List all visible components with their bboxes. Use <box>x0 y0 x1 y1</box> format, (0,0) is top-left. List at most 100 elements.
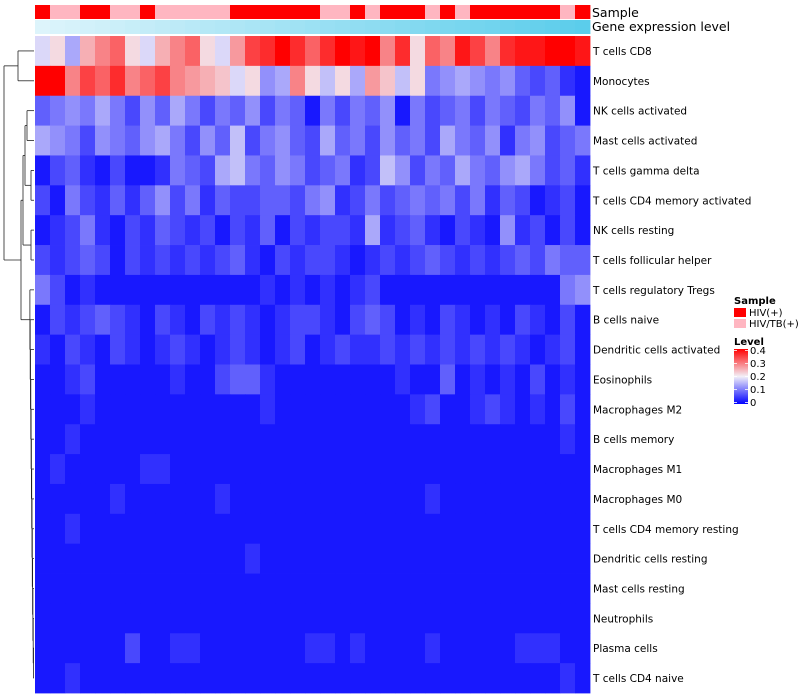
heatmap-cell <box>185 185 201 216</box>
row-label: T cells follicular helper <box>592 255 712 267</box>
heatmap-cell <box>80 394 96 425</box>
heatmap-cell <box>140 95 156 126</box>
heatmap-cell <box>200 274 216 306</box>
heatmap-cell <box>410 603 426 634</box>
sample-annotation-cell <box>410 5 426 19</box>
gene-expression-cell <box>560 20 576 34</box>
heatmap-cell <box>275 454 291 485</box>
heatmap-cell <box>560 155 576 186</box>
heatmap-cell <box>365 65 381 97</box>
heatmap-cell <box>530 95 546 126</box>
heatmap-cell <box>470 454 486 485</box>
heatmap-cell <box>245 155 261 186</box>
heatmap-cell <box>65 573 81 604</box>
heatmap-cell <box>95 95 111 126</box>
heatmap-cell <box>140 274 156 306</box>
heatmap-cell <box>485 334 501 365</box>
heatmap-cell <box>155 394 171 425</box>
row-label: Eosinophils <box>593 374 652 386</box>
heatmap-cell <box>335 513 351 545</box>
heatmap-cell <box>35 65 51 97</box>
heatmap-cell <box>290 603 306 634</box>
heatmap-cell <box>155 603 171 634</box>
heatmap-cell <box>125 65 141 97</box>
heatmap-cell <box>245 424 261 455</box>
heatmap-cell <box>440 185 456 216</box>
heatmap-cell <box>320 155 336 186</box>
heatmap-cell <box>380 543 396 574</box>
sample-annotation-cell <box>320 5 336 19</box>
heatmap-cell <box>455 454 471 485</box>
heatmap-cell <box>290 274 306 306</box>
heatmap-cell <box>80 65 96 97</box>
sample-annotation-cell <box>425 5 441 19</box>
heatmap-cell <box>350 304 366 336</box>
heatmap-cell <box>365 185 381 216</box>
heatmap-cell <box>560 215 576 246</box>
heatmap-cell <box>260 543 276 574</box>
heatmap-cell <box>455 513 471 545</box>
heatmap-cell <box>65 633 81 664</box>
heatmap-cell <box>575 95 591 126</box>
heatmap-cell <box>155 245 171 276</box>
heatmap-cell <box>455 334 471 365</box>
heatmap-cell <box>410 215 426 246</box>
gene-expression-cell <box>290 20 306 34</box>
heatmap-cell <box>110 424 126 455</box>
heatmap-cell <box>320 245 336 276</box>
heatmap-cell <box>200 573 216 604</box>
heatmap-cell <box>425 364 441 395</box>
heatmap-cell <box>185 245 201 276</box>
heatmap-cell <box>470 304 486 336</box>
heatmap-cell <box>305 603 321 634</box>
gene-expression-cell <box>365 20 381 34</box>
heatmap-cell <box>425 513 441 545</box>
heatmap-cell <box>560 274 576 306</box>
heatmap-cell <box>155 65 171 97</box>
row-label: Dendritic cells resting <box>593 554 708 566</box>
heatmap-cell <box>275 95 291 126</box>
heatmap-cell <box>215 394 231 425</box>
heatmap-cell <box>275 633 291 664</box>
heatmap-cell <box>155 663 171 694</box>
heatmap-cell <box>95 155 111 186</box>
heatmap-cell <box>515 334 531 365</box>
heatmap-cell <box>275 185 291 216</box>
heatmap-cell <box>515 663 531 694</box>
heatmap-cell <box>365 95 381 126</box>
heatmap-cell <box>110 334 126 365</box>
heatmap-cell <box>470 95 486 126</box>
heatmap-cell <box>380 245 396 276</box>
heatmap-cell <box>50 274 66 306</box>
heatmap-cell <box>170 304 186 336</box>
heatmap-cell <box>125 125 141 156</box>
heatmap-cell <box>125 573 141 604</box>
heatmap-cell <box>185 483 201 515</box>
heatmap-cell <box>230 663 246 694</box>
heatmap-cell <box>95 65 111 97</box>
heatmap-cell <box>305 633 321 664</box>
heatmap-cell <box>515 483 531 515</box>
heatmap-cell <box>425 424 441 455</box>
heatmap-cell <box>110 394 126 425</box>
heatmap-cell <box>545 245 561 276</box>
heatmap-cell <box>125 513 141 545</box>
heatmap-cell <box>260 394 276 425</box>
heatmap-cell <box>275 215 291 246</box>
heatmap-cell <box>155 215 171 246</box>
heatmap-cell <box>140 245 156 276</box>
heatmap-cell <box>575 513 591 545</box>
heatmap-cell <box>305 65 321 97</box>
heatmap-cell <box>305 663 321 694</box>
heatmap-cell <box>545 663 561 694</box>
heatmap-cell <box>470 274 486 306</box>
heatmap-cell <box>395 245 411 276</box>
legend-level-title: Level <box>734 337 764 348</box>
heatmap-cell <box>500 245 516 276</box>
heatmap-cell <box>485 424 501 455</box>
heatmap-cell <box>185 274 201 306</box>
heatmap-cell <box>35 36 51 67</box>
heatmap-cell <box>275 245 291 276</box>
heatmap-cell <box>35 215 51 246</box>
heatmap-cell <box>305 36 321 67</box>
